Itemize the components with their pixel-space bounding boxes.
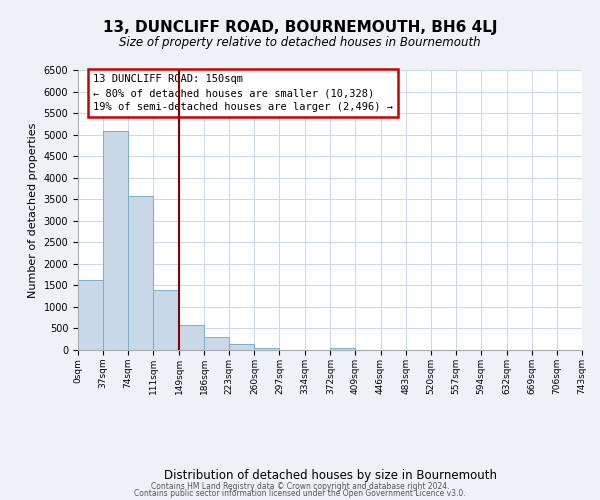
Y-axis label: Number of detached properties: Number of detached properties [28, 122, 38, 298]
Bar [103, 131, 128, 350]
Text: Contains HM Land Registry data © Crown copyright and database right 2024.: Contains HM Land Registry data © Crown c… [151, 482, 449, 491]
Text: 13, DUNCLIFF ROAD, BOURNEMOUTH, BH6 4LJ: 13, DUNCLIFF ROAD, BOURNEMOUTH, BH6 4LJ [103, 20, 497, 35]
Text: Distribution of detached houses by size in Bournemouth: Distribution of detached houses by size … [163, 468, 497, 481]
Text: Size of property relative to detached houses in Bournemouth: Size of property relative to detached ho… [119, 36, 481, 49]
Bar [254, 348, 280, 350]
Bar [331, 348, 355, 350]
Bar [128, 196, 153, 350]
Bar [204, 337, 229, 350]
Bar [153, 290, 179, 350]
Bar [229, 344, 254, 350]
Bar [78, 280, 103, 350]
Text: Contains public sector information licensed under the Open Government Licence v3: Contains public sector information licen… [134, 489, 466, 498]
Bar [179, 324, 204, 350]
Text: 13 DUNCLIFF ROAD: 150sqm
← 80% of detached houses are smaller (10,328)
19% of se: 13 DUNCLIFF ROAD: 150sqm ← 80% of detach… [93, 74, 393, 112]
